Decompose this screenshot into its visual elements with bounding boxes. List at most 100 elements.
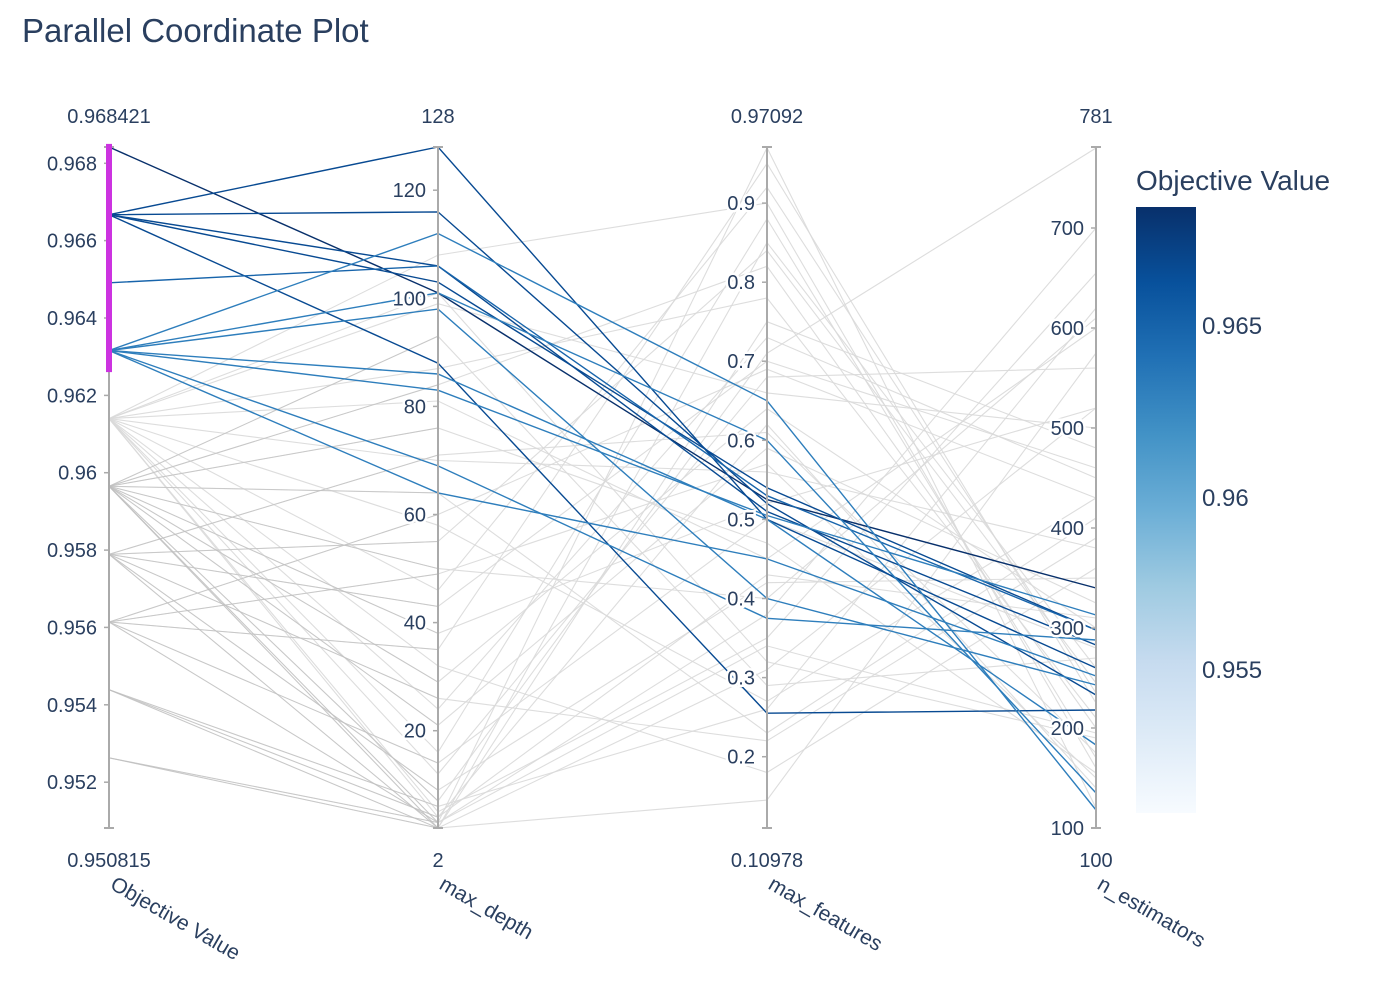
selected-line — [108, 349, 1097, 746]
background-line — [108, 307, 1097, 807]
background-line — [108, 327, 1097, 560]
axis-tick-label: 0.4 — [727, 589, 755, 611]
selected-lines-group — [108, 146, 1097, 811]
axis-tick-label: 0.6 — [727, 430, 755, 452]
axis-tick-label: 0.956 — [47, 617, 97, 639]
axis-tick-label: 80 — [404, 396, 426, 418]
axis-tick-label: 500 — [1051, 418, 1084, 440]
axis-max-label: 0.97092 — [731, 106, 803, 128]
axis-tick-label: 0.5 — [727, 509, 755, 531]
axes-group: 0.952 0.954 0.956 0.958 0.96 0.962 0.964 0.966 0… — [44, 106, 1210, 965]
colorbar-tick-label: 0.96 — [1202, 485, 1249, 512]
axis-tick-label: 60 — [404, 505, 426, 527]
background-segment — [108, 541, 439, 555]
axis-tick-label: 0.96 — [58, 463, 97, 485]
axis-tick-label: 0.954 — [47, 695, 97, 717]
axis-tick-label: 0.964 — [47, 308, 97, 330]
selected-line — [108, 211, 1097, 696]
background-segment — [108, 553, 439, 607]
axis-tick-label: 0.2 — [727, 747, 755, 769]
axis-tick-label: 400 — [1051, 518, 1084, 540]
axis-tick-label: 20 — [404, 721, 426, 743]
axis-title: max_features — [765, 872, 887, 956]
background-line — [108, 645, 1097, 824]
selected-line — [108, 214, 1097, 631]
axis-tick-label: 0.958 — [47, 540, 97, 562]
axis-tick-label: 300 — [1051, 618, 1084, 640]
background-segment — [108, 485, 439, 829]
axis-tick-label: 200 — [1051, 718, 1084, 740]
background-segment — [108, 514, 439, 623]
background-segment — [108, 553, 439, 699]
background-segment — [108, 485, 439, 570]
axis-tick-label: 0.7 — [727, 351, 755, 373]
background-line — [108, 518, 1097, 764]
axis-tick-label: 0.3 — [727, 668, 755, 690]
axis-min-label: 0.10978 — [731, 850, 803, 872]
colorbar-title: Objective Value — [1136, 165, 1330, 196]
axis-tick-label: 40 — [404, 613, 426, 635]
background-segment — [108, 621, 439, 651]
selected-line — [108, 349, 1097, 616]
axis-min-label: 0.950815 — [67, 850, 150, 872]
selected-line — [108, 214, 1097, 714]
axis-title: Objective Value — [107, 872, 245, 965]
background-segment — [108, 621, 439, 823]
selected-line — [108, 349, 1097, 677]
background-segment — [108, 485, 439, 802]
background-line — [108, 418, 1097, 549]
selected-line — [108, 265, 1097, 631]
axis-tick-label: 0.962 — [47, 385, 97, 407]
background-segment — [108, 573, 439, 623]
colorbar-tick-label: 0.955 — [1202, 657, 1262, 684]
background-line — [108, 407, 1097, 829]
axis-title: n_estimators — [1094, 872, 1210, 952]
axis-constraint-range[interactable] — [106, 143, 112, 373]
background-segment — [108, 553, 439, 791]
background-segment — [108, 757, 439, 824]
axis-title: max_depth — [436, 872, 537, 944]
axis-min-label: 100 — [1079, 850, 1112, 872]
background-line — [108, 265, 1097, 729]
background-lines-group — [108, 146, 1097, 829]
background-segment — [108, 621, 439, 764]
axis-max-features: 0.2 0.3 0.4 0.5 0.6 0.7 0.8 0.9 0.97092 0.10978ma… — [725, 106, 887, 956]
background-segment — [108, 384, 439, 487]
axis-tick-label: 600 — [1051, 318, 1084, 340]
colorbar-gradient — [1136, 207, 1196, 813]
selected-line — [108, 349, 1097, 641]
background-segment — [108, 485, 439, 683]
selected-line — [108, 214, 1097, 646]
axis-tick-label: 0.968 — [47, 153, 97, 175]
colorbar: Objective Value 0.955 0.96 0.965 — [1136, 165, 1330, 813]
axis-min-label: 2 — [432, 850, 443, 872]
background-line — [108, 367, 1097, 775]
background-segment — [108, 485, 439, 494]
selected-line — [108, 232, 1097, 811]
background-segment — [108, 689, 439, 807]
background-line — [108, 202, 1097, 769]
chart-title: Parallel Coordinate Plot — [22, 12, 369, 49]
background-segment — [108, 485, 439, 726]
selected-line — [108, 146, 1097, 589]
colorbar-tick-label: 0.965 — [1202, 313, 1262, 340]
axis-tick-label: 700 — [1051, 218, 1084, 240]
axis-tick-label: 0.9 — [727, 193, 755, 215]
background-line — [108, 574, 1097, 818]
axis-max-label: 0.968421 — [67, 106, 150, 128]
background-line — [108, 303, 1097, 429]
axis-objective-value: 0.952 0.954 0.956 0.958 0.96 0.962 0.964 0.966 0… — [44, 106, 245, 965]
background-segment — [108, 689, 439, 818]
axis-max-label: 781 — [1079, 106, 1112, 128]
background-segment — [108, 485, 439, 634]
background-segment — [108, 454, 439, 555]
background-segment — [108, 427, 439, 487]
axis-max-label: 128 — [421, 106, 454, 128]
selected-line — [108, 308, 1097, 686]
background-line — [108, 241, 1097, 829]
axis-tick-label: 100 — [393, 288, 426, 310]
background-line — [108, 317, 1097, 600]
background-line — [108, 292, 1097, 739]
selected-line — [108, 292, 1097, 794]
